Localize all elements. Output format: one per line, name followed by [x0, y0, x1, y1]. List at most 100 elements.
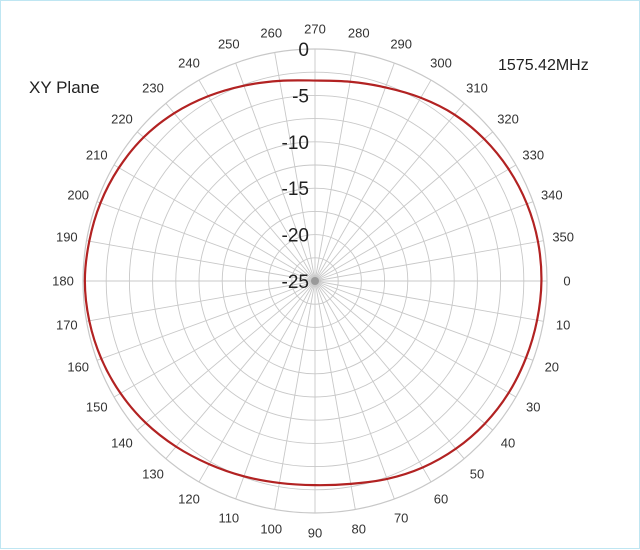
series-point — [540, 280, 543, 282]
grid-spoke — [314, 280, 517, 398]
angle-label: 330 — [522, 148, 544, 163]
angle-label: 250 — [218, 37, 240, 52]
angle-label: 0 — [563, 274, 570, 289]
angle-label: 70 — [394, 510, 408, 525]
series-point — [84, 280, 86, 282]
series-point — [207, 95, 210, 97]
grid-spoke — [96, 280, 316, 361]
series-point — [454, 447, 457, 450]
series-point — [314, 484, 316, 486]
angle-label: 100 — [260, 522, 282, 537]
series-layer — [83, 79, 543, 487]
series-point — [384, 86, 387, 89]
angle-label: 210 — [86, 148, 108, 163]
series-point — [243, 475, 245, 478]
grid-spoke — [198, 280, 316, 483]
angle-label: 120 — [178, 492, 200, 507]
angle-label: 150 — [86, 400, 108, 415]
grid-spoke — [314, 280, 544, 322]
angle-label: 20 — [545, 360, 559, 375]
series-point — [208, 463, 211, 466]
frequency-label: 1575.42MHz — [498, 57, 589, 74]
grid-spoke — [113, 280, 316, 398]
grid-spoke — [314, 280, 465, 460]
grid-spoke — [314, 280, 494, 431]
grid-spoke — [235, 280, 316, 500]
radial-tick-label: -25 — [282, 272, 309, 293]
grid-spoke — [314, 52, 356, 282]
series-point — [100, 357, 103, 360]
series-point — [349, 483, 352, 485]
label-layer: 0 10 20 30 40 50 60 70 80 90 100 110 120 130 140 150 160… — [52, 22, 574, 541]
angle-label: 180 — [52, 274, 74, 289]
center-point — [311, 277, 319, 285]
grid-spoke — [314, 280, 534, 361]
grid-spoke — [165, 102, 316, 282]
angle-label: 30 — [526, 400, 540, 415]
grid-spoke — [314, 79, 432, 282]
series-point — [142, 136, 145, 139]
radial-tick-label: -20 — [282, 226, 309, 247]
series-point — [145, 422, 147, 424]
angle-label: 340 — [541, 187, 563, 202]
grid-spoke — [96, 201, 316, 282]
series-point — [386, 478, 388, 480]
series-point — [118, 166, 120, 169]
series-point — [243, 84, 245, 87]
chart-title: XY Plane — [29, 78, 100, 97]
grid-spoke — [165, 280, 316, 460]
grid-spoke — [314, 240, 544, 282]
grid-spoke — [274, 280, 316, 510]
angle-label: 90 — [308, 526, 322, 541]
series-point — [536, 319, 538, 321]
angle-label: 60 — [434, 492, 448, 507]
series-point — [483, 138, 485, 140]
series-point — [349, 80, 351, 83]
series-point — [175, 445, 177, 448]
angle-label: 300 — [430, 55, 452, 70]
radial-tick-label: 0 — [298, 40, 309, 61]
grid-spoke — [314, 62, 395, 282]
angle-label: 350 — [552, 230, 574, 245]
series-point — [419, 96, 422, 99]
angle-label: 140 — [111, 435, 133, 450]
series-point — [278, 80, 281, 82]
grid-spoke — [314, 164, 517, 282]
grid-spoke — [235, 62, 316, 282]
grid-spoke — [314, 280, 395, 500]
series-point — [278, 482, 281, 484]
grid-spoke — [86, 240, 316, 282]
grid-spoke — [314, 280, 356, 510]
angle-label: 270 — [304, 22, 326, 37]
angle-label: 220 — [111, 112, 133, 127]
series-point — [484, 422, 486, 425]
angle-label: 240 — [178, 55, 200, 70]
angle-label: 310 — [466, 80, 488, 95]
angle-label: 190 — [56, 230, 78, 245]
grid-spoke — [136, 131, 316, 282]
series-point — [526, 203, 528, 205]
series-point — [453, 113, 456, 116]
series-point — [99, 202, 102, 204]
angle-label: 50 — [470, 467, 484, 482]
grid-spoke — [314, 201, 534, 282]
grid-layer — [82, 48, 548, 514]
series-point — [173, 112, 176, 115]
series-point — [537, 240, 539, 243]
series-point — [525, 357, 527, 359]
grid-spoke — [136, 280, 316, 431]
series-point — [314, 79, 316, 82]
series-point — [88, 320, 91, 322]
grid-spoke — [86, 280, 316, 322]
series-point — [119, 392, 122, 395]
angle-label: 80 — [352, 522, 366, 537]
grid-spoke — [113, 164, 316, 282]
radial-tick-label: -10 — [282, 133, 309, 154]
angle-label: 320 — [497, 112, 519, 127]
angle-label: 280 — [348, 25, 370, 40]
angle-label: 200 — [67, 187, 89, 202]
series-point — [507, 168, 510, 170]
series-point — [507, 392, 510, 394]
